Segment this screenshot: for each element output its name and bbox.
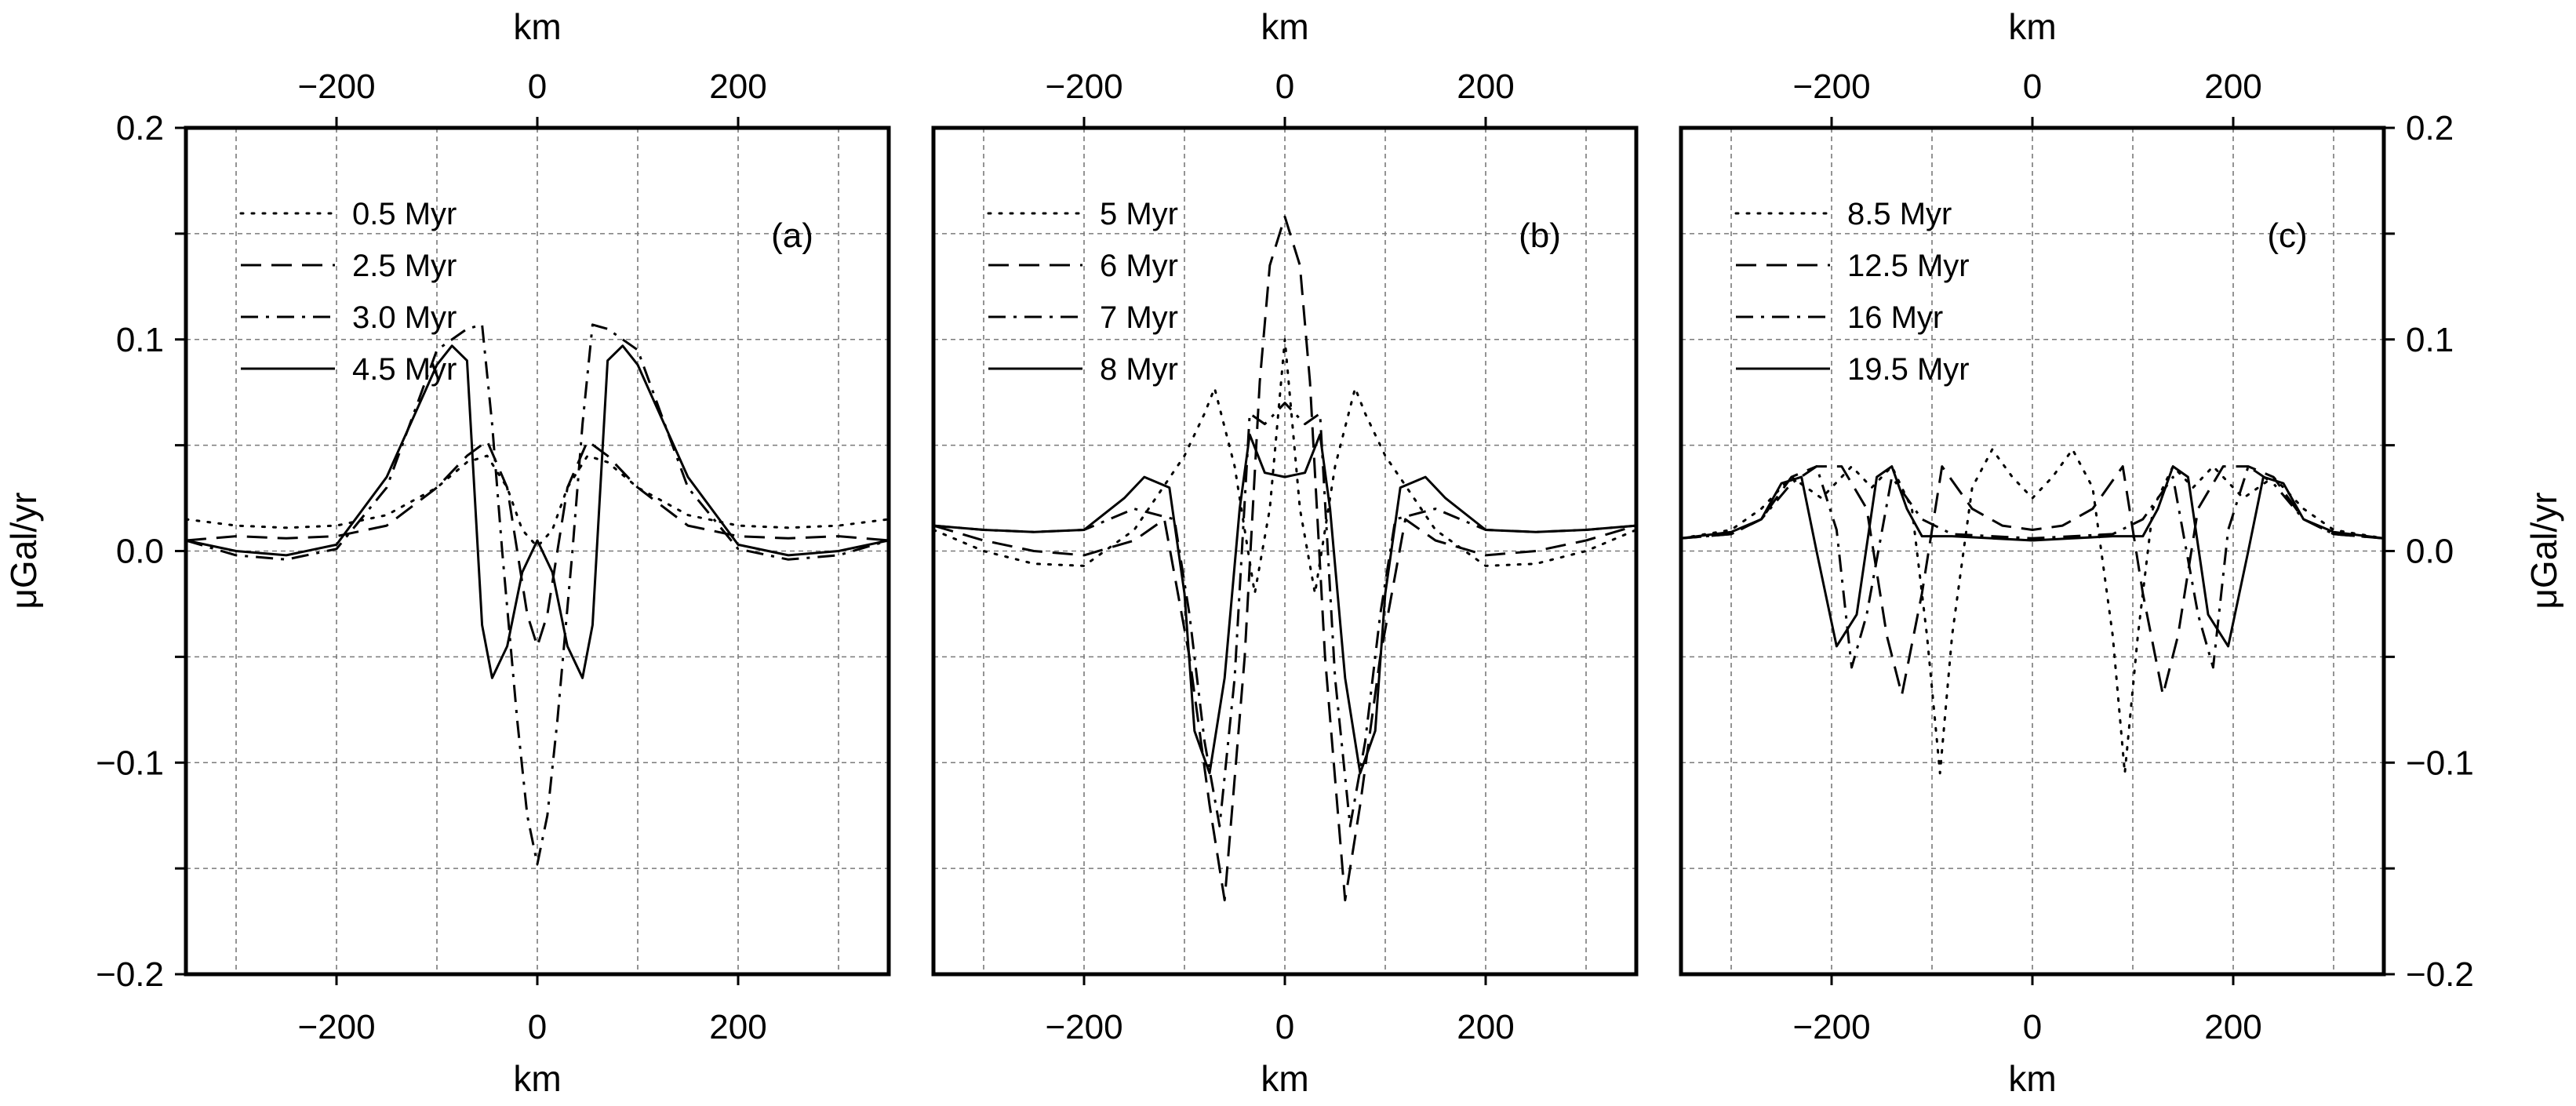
series-line-dashed [1681, 465, 2384, 697]
panel-tag: (a) [771, 216, 813, 255]
y-axis-title-left: μGal/yr [3, 492, 44, 609]
y-tick-label-left: 0.1 [116, 321, 164, 359]
x-tick-label-bottom: −200 [1792, 1008, 1870, 1046]
x-axis-title-bottom: km [2008, 1058, 2056, 1099]
y-tick-label-right: 0.0 [2406, 533, 2454, 571]
series-line-solid [1681, 465, 2384, 648]
x-tick-label-top: 0 [528, 67, 547, 106]
panel-tag: (b) [1519, 216, 1561, 255]
x-tick-label-top: −200 [1045, 67, 1122, 106]
series-line-dashdot [933, 402, 1636, 828]
series-group [186, 323, 889, 866]
x-axis-title-bottom: km [513, 1058, 561, 1099]
grid [1681, 128, 2384, 974]
legend-label: 19.5 Myr [1847, 352, 1970, 387]
x-tick-label-top: −200 [1792, 67, 1870, 106]
y-tick-label-right: 0.1 [2406, 321, 2454, 359]
panel-1: −200 −200 0 0 200 200 km km −0.2 −0.1 0.0 0.1 0.2 0.5… [96, 6, 891, 1099]
y-tick-label-left: −0.2 [96, 955, 164, 994]
y-tick-label-right: −0.1 [2406, 744, 2474, 782]
x-tick-label-bottom: −200 [1045, 1008, 1122, 1046]
x-tick-label-bottom: 0 [528, 1008, 547, 1046]
legend-label: 12.5 Myr [1847, 249, 1970, 283]
series-line-solid [933, 433, 1636, 775]
panel-frame [1679, 126, 2386, 977]
panel-tag: (c) [2267, 216, 2307, 255]
y-tick-label-left: 0.2 [116, 109, 164, 147]
y-tick-label-right: 0.2 [2406, 109, 2454, 147]
legend: 8.5 Myr 12.5 Myr 16 Myr 19.5 Myr [1734, 197, 1970, 387]
legend: 5 Myr 6 Myr 7 Myr 8 Myr [987, 197, 1178, 387]
x-tick-label-top: 0 [1275, 67, 1294, 106]
legend-label: 8 Myr [1100, 352, 1178, 387]
legend-label: 0.5 Myr [352, 197, 457, 231]
x-tick-label-bottom: 0 [1275, 1008, 1294, 1046]
series-line-dashed [933, 215, 1636, 902]
panel-2: −200 −200 0 0 200 200 km km 5 Myr 6 Myr 7 Myr 8 Myr… [931, 6, 1639, 1099]
x-tick-label-top: 200 [709, 67, 766, 106]
x-axis-title-bottom: km [1261, 1058, 1308, 1099]
grid [933, 128, 1636, 974]
series-line-dashdot [186, 323, 889, 866]
legend-label: 5 Myr [1100, 197, 1178, 231]
x-tick-label-bottom: 200 [1457, 1008, 1514, 1046]
legend: 0.5 Myr 2.5 Myr 3.0 Myr 4.5 Myr [239, 197, 457, 387]
x-axis-title-top: km [513, 6, 561, 47]
x-axis-title-top: km [2008, 6, 2056, 47]
x-tick-label-bottom: −200 [297, 1008, 375, 1046]
series-line-dotted [1681, 448, 2384, 775]
x-tick-label-top: 0 [2023, 67, 2042, 106]
series-line-solid [186, 344, 889, 679]
x-tick-label-bottom: 0 [2023, 1008, 2042, 1046]
y-axis-title-right: μGal/yr [2523, 492, 2564, 609]
x-tick-label-bottom: 200 [709, 1008, 766, 1046]
x-tick-label-top: 200 [2204, 67, 2261, 106]
y-tick-label-right: −0.2 [2406, 955, 2474, 994]
series-line-dashed [186, 439, 889, 648]
series-line-dotted [933, 338, 1636, 595]
legend-label: 6 Myr [1100, 249, 1178, 283]
legend-label: 8.5 Myr [1847, 197, 1952, 231]
panels-layer: −200 −200 0 0 200 200 km km −0.2 −0.1 0.0 0.1 0.2 0.5… [3, 6, 2564, 1099]
series-line-dashdot [1681, 465, 2384, 669]
y-tick-label-left: −0.1 [96, 744, 164, 782]
legend-label: 4.5 Myr [352, 352, 457, 387]
panel-frame [184, 126, 891, 977]
x-tick-label-top: 200 [1457, 67, 1514, 106]
panel-3: −200 −200 0 0 200 200 km km −0.2 −0.1 0.0 0.1 0.2 8.5… [1679, 6, 2474, 1099]
x-tick-label-bottom: 200 [2204, 1008, 2261, 1046]
panel-frame [931, 126, 1639, 977]
legend-label: 7 Myr [1100, 300, 1178, 335]
series-group [933, 215, 1636, 902]
x-axis-title-top: km [1261, 6, 1308, 47]
series-group [1681, 448, 2384, 775]
x-tick-label-top: −200 [297, 67, 375, 106]
legend-label: 3.0 Myr [352, 300, 457, 335]
y-tick-label-left: 0.0 [116, 533, 164, 571]
legend-label: 16 Myr [1847, 300, 1943, 335]
legend-label: 2.5 Myr [352, 249, 457, 283]
